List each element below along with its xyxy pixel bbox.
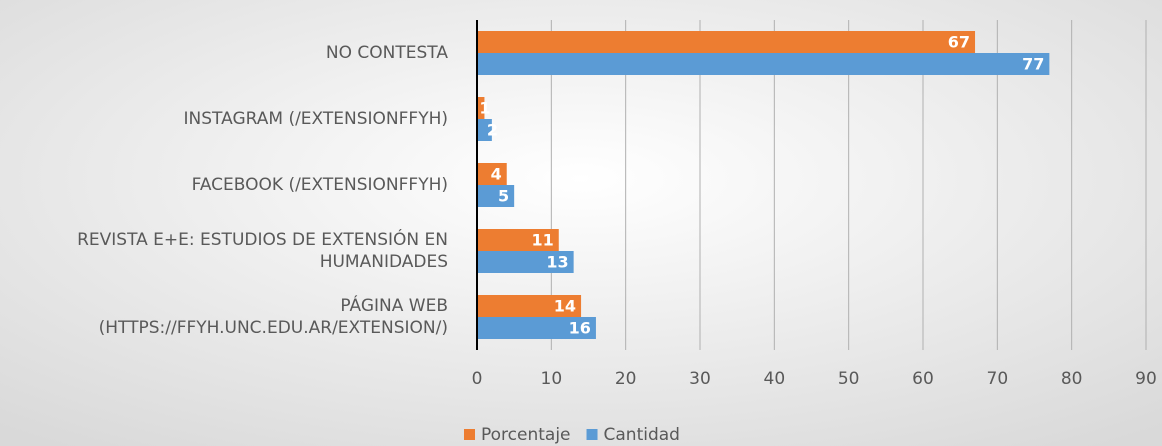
bar: [477, 53, 1050, 75]
x-tick-label: 30: [689, 369, 711, 389]
bar: [477, 119, 492, 141]
x-tick-label: 50: [838, 369, 860, 389]
label-line: HUMANIDADES: [320, 252, 448, 272]
value-label: 16: [569, 319, 591, 338]
value-label: 67: [948, 33, 970, 52]
x-tick-label: 60: [912, 369, 934, 389]
value-label: 11: [532, 231, 554, 250]
value-label: 1: [479, 99, 490, 118]
bar: [477, 31, 976, 53]
value-label: 13: [546, 253, 568, 272]
label-line: NO CONTESTA: [326, 43, 448, 63]
legend-label: Porcentaje: [481, 425, 571, 445]
bar: [477, 317, 596, 339]
value-label: 4: [491, 165, 502, 184]
legend-label: Cantidad: [604, 425, 680, 445]
legend-swatch: [464, 429, 475, 440]
bar: [477, 295, 582, 317]
x-tick-label: 40: [764, 369, 786, 389]
label-line: FACEBOOK (/EXTENSIONFFYH): [192, 175, 448, 195]
bar: [477, 229, 559, 251]
label-line: REVISTA E+E: ESTUDIOS DE EXTENSIÓN EN: [77, 228, 448, 250]
value-label: 14: [554, 297, 576, 316]
x-tick-label: 90: [1135, 369, 1157, 389]
label-line: (HTTPS://FFYH.UNC.EDU.AR/EXTENSION/): [99, 318, 448, 338]
x-tick-label: 20: [615, 369, 637, 389]
y-tick-label: REVISTA E+E: ESTUDIOS DE EXTENSIÓN EN HUM…: [77, 228, 448, 272]
bar: [477, 251, 574, 273]
y-tick-label: FACEBOOK (/EXTENSIONFFYH): [192, 175, 448, 195]
y-tick-label: INSTAGRAM (/EXTENSIONFFYH): [184, 109, 448, 129]
bar: [477, 163, 507, 185]
bar: [477, 185, 515, 207]
bar: [477, 97, 485, 119]
label-line: PÁGINA WEB: [340, 294, 448, 316]
x-tick-label: 70: [987, 369, 1009, 389]
x-tick-label: 0: [472, 369, 483, 389]
label-line: INSTAGRAM (/EXTENSIONFFYH): [184, 109, 448, 129]
value-label: 5: [498, 187, 509, 206]
y-tick-label: NO CONTESTA: [326, 43, 448, 63]
value-label: 77: [1022, 55, 1044, 74]
y-tick-label: PÁGINA WEB (HTTPS://FFYH.UNC.EDU.AR/EXTEN…: [99, 294, 448, 338]
legend-swatch: [586, 429, 598, 440]
x-tick-label: 80: [1061, 369, 1083, 389]
value-label: 2: [487, 121, 498, 140]
x-tick-label: 10: [541, 369, 563, 389]
